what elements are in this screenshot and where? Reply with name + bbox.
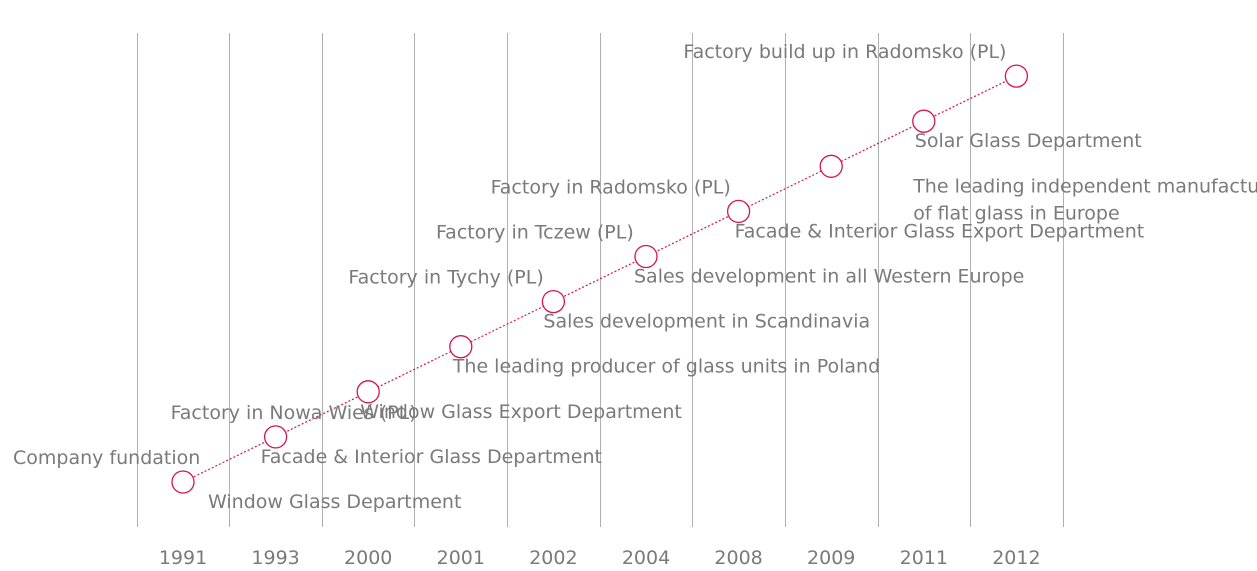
event-above-label: Factory in Radomsko (PL) — [491, 176, 731, 198]
event-above-label: Factory in Tychy (PL) — [348, 267, 543, 289]
year-label: 2004 — [622, 547, 670, 569]
event-above-label: Factory build up in Radomsko (PL) — [683, 41, 1006, 63]
event-below-label: Facade & Interior Glass Department — [261, 446, 602, 468]
event-marker — [912, 109, 936, 133]
grid-lines — [137, 33, 1064, 527]
year-label: 2008 — [714, 547, 762, 569]
year-label: 1991 — [159, 547, 207, 569]
event-below-label: Sales development in all Western Europe — [634, 266, 1024, 288]
event-below-label: Facade & Interior Glass Export Departmen… — [735, 220, 1145, 242]
event-below-label: Sales development in Scandinavia — [543, 311, 870, 333]
timeline-connector — [182, 75, 1017, 483]
event-above-label: Factory in Nowa Wieś (PL) — [171, 402, 417, 424]
event-below-label: Window Glass Department — [208, 491, 461, 513]
event-marker — [726, 199, 751, 224]
event-marker — [263, 425, 288, 449]
year-label: 2011 — [900, 547, 948, 569]
year-label: 2009 — [807, 547, 855, 569]
event-below-label: The leading independent manufacturer — [912, 175, 1257, 197]
event-marker — [1004, 64, 1029, 88]
event-markers — [171, 64, 1029, 494]
event-marker — [634, 244, 658, 269]
event-marker — [449, 335, 473, 359]
year-label: 1993 — [251, 547, 299, 569]
event-marker — [171, 470, 195, 494]
event-below-label: The leading producer of glass units in P… — [452, 356, 880, 378]
event-below-label: Solar Glass Department — [915, 130, 1142, 152]
year-label: 2002 — [529, 547, 577, 569]
year-label: 2012 — [992, 547, 1040, 569]
event-below-label: of flat glass in Europe — [913, 202, 1119, 224]
event-marker — [541, 289, 566, 314]
event-above-label: Company fundation — [13, 447, 200, 469]
year-label: 2001 — [437, 547, 485, 569]
event-below-label: Window Glass Export Department — [360, 401, 682, 423]
event-above-label: Factory in Tczew (PL) — [436, 222, 634, 244]
year-axis: 1991 1993 2000 2001 2002 2004 2008 2009 2011 2012 — [159, 547, 1041, 569]
year-label: 2000 — [344, 547, 392, 569]
event-marker — [819, 154, 843, 178]
event-labels: Company fundation Window Glass Department… — [13, 41, 1257, 513]
event-marker — [356, 380, 380, 404]
